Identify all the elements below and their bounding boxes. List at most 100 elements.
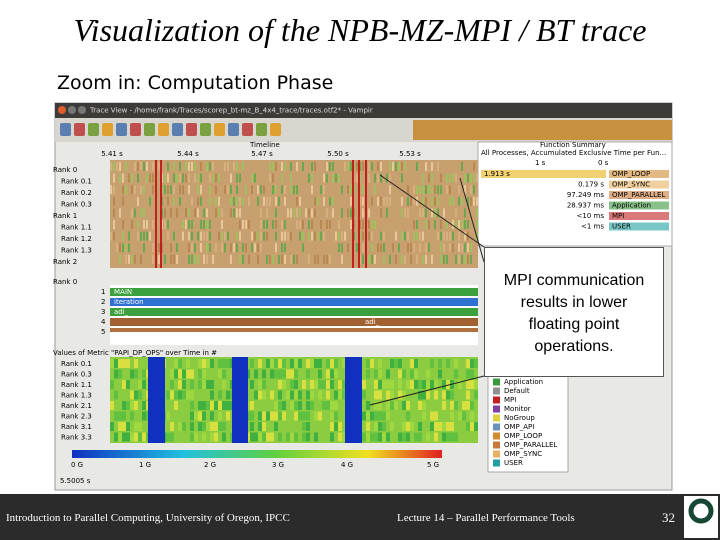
timeline-stripe <box>209 162 211 171</box>
timeline-stripe <box>326 254 328 264</box>
timeline-stripe <box>140 208 142 218</box>
counter-cell <box>434 390 438 400</box>
counter-cell <box>294 390 298 400</box>
counter-cell <box>414 380 418 389</box>
timeline-stripe <box>467 243 469 253</box>
timeline-stripe <box>119 254 121 264</box>
counter-cell <box>114 359 118 368</box>
level-label: 4 <box>101 318 106 326</box>
timeline-stripe <box>356 162 358 171</box>
overview-strip <box>413 120 672 140</box>
counter-cell <box>270 432 274 442</box>
timeline-stripe <box>176 243 178 253</box>
timeline-stripe <box>425 162 427 171</box>
counter-cell <box>322 380 326 389</box>
timeline-stripe <box>452 231 454 241</box>
timeline-stripe <box>281 173 283 183</box>
rank-label: Rank 1.2 <box>61 235 92 243</box>
timeline-stripe <box>239 173 241 183</box>
counter-cell <box>178 380 182 389</box>
counter-cell <box>370 359 374 368</box>
timeline-stripe <box>380 208 382 218</box>
timeline-stripe <box>431 185 433 195</box>
counter-cell <box>250 432 254 442</box>
counter-cell <box>130 390 134 400</box>
timeline-stripe <box>461 162 463 171</box>
timeline-stripe <box>320 231 322 241</box>
timeline-stripe <box>296 254 298 264</box>
counter-cell <box>294 401 298 410</box>
timeline-stripe <box>200 185 202 195</box>
counter-cell <box>198 359 202 368</box>
toolbar-icon <box>242 123 253 136</box>
timeline-stripe <box>146 231 148 241</box>
counter-cell <box>206 359 210 368</box>
timeline-stripe <box>362 185 364 195</box>
timeline-stripe <box>404 231 406 241</box>
summary-value: <1 ms <box>581 223 604 231</box>
counter-cell <box>262 411 266 421</box>
timeline-stripe <box>287 231 289 241</box>
counter-cell <box>414 369 418 379</box>
counter-cell <box>218 390 222 400</box>
timeline-stripe <box>137 173 139 183</box>
timeline-stripe <box>122 231 124 241</box>
timeline-stripe <box>455 220 457 229</box>
timeline-stripe <box>395 231 397 241</box>
counter-cell <box>442 422 446 431</box>
timeline-stripe <box>284 254 286 264</box>
counter-cell <box>410 422 414 431</box>
timeline-stripe <box>230 185 232 195</box>
timeline-stripe <box>440 220 442 229</box>
timeline-stripe <box>476 196 478 206</box>
summary-bar <box>481 170 606 178</box>
counter-cell <box>278 390 282 400</box>
timeline-stripe <box>242 162 244 171</box>
timeline-stripe <box>293 185 295 195</box>
counter-cell <box>258 432 262 442</box>
timeline-stripe <box>407 185 409 195</box>
counter-cell <box>434 380 438 389</box>
timeline-stripe <box>443 208 445 218</box>
low-flops-band <box>232 357 248 443</box>
timeline-stripe <box>308 254 310 264</box>
timeline-stripe <box>230 243 232 253</box>
counter-cell <box>330 369 334 379</box>
counter-cell <box>446 422 450 431</box>
timeline-stripe <box>440 243 442 253</box>
counter-cell <box>338 390 342 400</box>
counter-cell <box>210 411 214 421</box>
timeline-stripe <box>458 254 460 264</box>
timeline-stripe <box>323 196 325 206</box>
timeline-stripe <box>302 243 304 253</box>
timeline-stripe <box>260 220 262 229</box>
counter-cell <box>470 380 474 389</box>
counter-cell <box>214 432 218 442</box>
rank-label: Rank 1.3 <box>61 247 92 255</box>
counter-cell <box>374 422 378 431</box>
summary-swatch <box>609 212 669 220</box>
counter-cell <box>450 401 454 410</box>
timeline-stripe <box>413 243 415 253</box>
counter-cell <box>126 359 130 368</box>
counter-cell <box>470 359 474 368</box>
timeline-stripe <box>362 220 364 229</box>
timeline-stripe <box>434 196 436 206</box>
timeline-stripe <box>128 254 130 264</box>
timeline-stripe <box>110 185 112 195</box>
timeline-stripe <box>452 173 454 183</box>
counter-cell <box>342 359 346 368</box>
counter-cell <box>318 359 322 368</box>
counter-cell <box>466 380 470 389</box>
timeline-stripe <box>188 173 190 183</box>
timeline-stripe <box>146 220 148 229</box>
timeline-stripe <box>275 231 277 241</box>
timeline-stripe <box>284 231 286 241</box>
timeline-stripe <box>341 185 343 195</box>
timeline-stripe <box>143 243 145 253</box>
timeline-stripe <box>233 243 235 253</box>
counter-cell <box>394 359 398 368</box>
counter-cell <box>398 390 402 400</box>
counter-cell <box>278 359 282 368</box>
color-scale <box>72 450 442 458</box>
